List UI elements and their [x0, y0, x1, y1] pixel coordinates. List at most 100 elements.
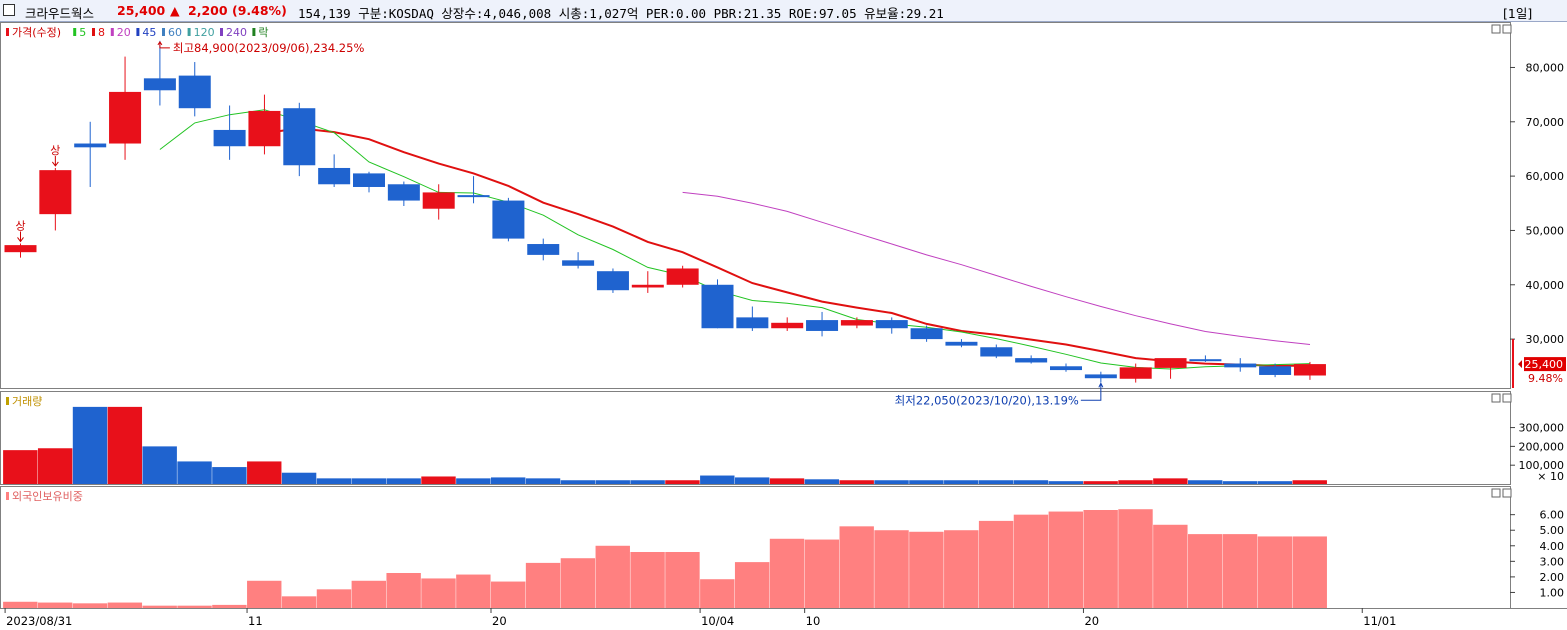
legend-label: 45 [142, 26, 156, 39]
candle-body [840, 320, 873, 326]
foreign-ratio-bar [421, 578, 456, 608]
current-price: 25,400 [117, 3, 166, 18]
volume-bar [386, 478, 421, 484]
x-tick-label: 20 [492, 614, 507, 628]
foreign-ratio-bar [316, 589, 352, 608]
candle-body [39, 170, 72, 215]
foreign-ratio-bar [595, 545, 630, 608]
volume-bar [351, 478, 386, 484]
volume-bar [212, 467, 247, 484]
foreign-ratio-bar [177, 605, 212, 608]
candle-body [1189, 359, 1222, 362]
select-checkbox[interactable] [3, 4, 15, 16]
foreign-ratio-bar [1083, 510, 1118, 608]
ma8-line [264, 127, 1310, 367]
panel-maximize-icon[interactable] [1502, 488, 1512, 498]
candle-body [596, 271, 629, 291]
volume-y-tick-label: 300,000 [1519, 422, 1565, 435]
period-selector[interactable]: [1일] [1503, 6, 1533, 21]
volume-bar [630, 480, 665, 484]
volume-bar [665, 480, 700, 484]
volume-bar [491, 477, 526, 484]
candle-body [422, 192, 455, 209]
foreign-ratio-bar [769, 538, 805, 608]
candle-body [318, 167, 351, 185]
candle-body [1119, 367, 1152, 379]
candle-body [387, 184, 420, 201]
foreign-ratio-bar [874, 530, 909, 608]
foreign-ratio-bar [3, 601, 38, 608]
volume-unit-label: × 10 [1537, 470, 1564, 483]
panel-restore-icon[interactable] [1491, 488, 1501, 498]
volume-bar [421, 476, 456, 484]
volume-bar [1013, 480, 1049, 484]
limit-up-label: 상 [15, 219, 25, 232]
foreign-ratio-bar [386, 573, 421, 608]
volume-bar [316, 478, 352, 484]
candle-body [74, 143, 107, 148]
foreign-ratio-bar [142, 605, 177, 608]
candle-body [527, 244, 560, 255]
legend-marker [92, 28, 95, 36]
foreign-ratio-bar [665, 552, 700, 608]
legend-label: 락 [258, 26, 268, 39]
stock-name: 크라우드웍스 [25, 6, 95, 21]
candle-body [666, 268, 699, 285]
legend-marker [252, 28, 256, 36]
legend-label: 8 [98, 26, 105, 39]
price-y-tick-label: 70,000 [1526, 116, 1565, 129]
foreign-ratio-bar [1188, 534, 1223, 608]
volume-bar [456, 478, 491, 484]
high-price-annotation: 최고84,900(2023/09/06),234.25% [173, 41, 365, 55]
candle-body [1259, 366, 1292, 375]
stock-chart: 30,000 40,000 50,000 60,000 70,000 80,000 100,… [0, 22, 1567, 628]
candle-body [283, 108, 316, 166]
volume-bar [281, 472, 317, 484]
candle-body [875, 320, 908, 329]
candle-body [980, 347, 1013, 357]
panel-restore-icon[interactable] [1491, 393, 1501, 403]
panel-maximize-icon[interactable] [1502, 393, 1512, 403]
foreign-legend-label: 외국인보유비중 [12, 490, 83, 503]
volume-bar [3, 450, 38, 484]
legend-label: 240 [226, 26, 247, 39]
legend-marker [6, 492, 9, 500]
volume-bar [734, 477, 770, 484]
foreign-ratio-bar [909, 531, 944, 608]
limit-up-label: 상 [50, 144, 60, 157]
candle-body [1050, 366, 1082, 371]
legend-label: 60 [168, 26, 182, 39]
legend-label: 가격(수정) [12, 26, 61, 39]
panel-restore-icon[interactable] [1491, 24, 1501, 34]
x-tick-label: 20 [1084, 614, 1099, 628]
volume-bar [1222, 481, 1258, 484]
legend-marker [187, 28, 191, 36]
x-tick-label: 11/01 [1363, 614, 1396, 628]
foreign-y-tick-label: 6.00 [1540, 509, 1565, 522]
legend-marker [220, 28, 223, 36]
current-price-tag [1524, 357, 1566, 372]
legend-label: 120 [194, 26, 215, 39]
stock-info-summary: 154,139 구분:KOSDAQ 상장수:4,046,008 시총:1,027… [298, 6, 944, 21]
foreign-ratio-bar [351, 580, 386, 608]
foreign-ratio-bar [72, 603, 108, 608]
candle-body [492, 200, 525, 239]
panel-maximize-icon[interactable] [1502, 24, 1512, 34]
x-tick-label: 10 [806, 614, 821, 628]
foreign-ratio-bar [1222, 534, 1258, 608]
volume-bar [700, 475, 735, 484]
candle-body [353, 173, 385, 187]
volume-bar [37, 448, 73, 484]
candle-body [806, 320, 839, 331]
price-y-tick-label: 60,000 [1526, 170, 1565, 183]
legend-marker [6, 397, 9, 405]
foreign-y-tick-label: 2.00 [1540, 571, 1565, 584]
candle-body [143, 78, 176, 91]
foreign-ratio-bar [560, 558, 596, 608]
candle-body [736, 317, 769, 329]
candle-body [910, 328, 943, 340]
volume-legend-label: 거래량 [12, 395, 42, 408]
volume-bar [72, 406, 108, 484]
volume-y-tick-label: 200,000 [1519, 440, 1565, 453]
current-price-tag-label: 25,400 [1525, 358, 1564, 371]
